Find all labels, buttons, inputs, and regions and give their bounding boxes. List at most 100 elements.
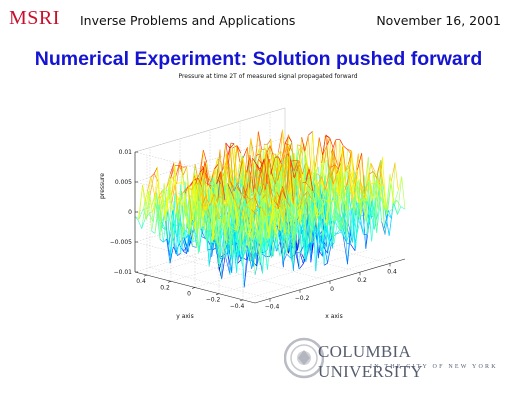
mesh-segment — [318, 216, 322, 252]
mesh-segment — [209, 205, 214, 240]
mesh-segment — [211, 202, 216, 243]
mesh-segment — [326, 225, 332, 247]
mesh-segment — [370, 162, 376, 172]
mesh-segment — [390, 162, 396, 184]
mesh-segment — [297, 172, 302, 199]
mesh-segment — [243, 147, 248, 158]
mesh-segment — [343, 236, 347, 242]
mesh-segment — [298, 263, 304, 270]
mesh-segment — [254, 207, 259, 253]
mesh-segment — [263, 213, 268, 270]
mesh-segment — [343, 236, 348, 265]
mesh-segment — [265, 215, 270, 239]
mesh-segment — [339, 229, 344, 237]
mesh-segment — [233, 176, 239, 185]
mesh-segment — [153, 166, 158, 174]
y-tick-label: 0.4 — [136, 278, 146, 285]
mesh-segment — [284, 234, 290, 236]
mesh-segment — [376, 162, 381, 179]
mesh-segment — [292, 172, 297, 178]
mesh-segment — [150, 176, 156, 198]
mesh-segment — [258, 207, 263, 274]
x-tick-label: −0.4 — [265, 304, 280, 311]
mesh-segment — [398, 176, 402, 191]
mesh-segment — [272, 152, 276, 156]
mesh-segment — [213, 169, 218, 198]
mesh-segment — [304, 221, 310, 258]
mesh-segment — [169, 162, 175, 175]
mesh-segment — [347, 229, 352, 265]
mesh-segment — [202, 196, 207, 227]
mesh-segment — [233, 222, 237, 274]
mesh-segment — [251, 209, 256, 275]
lecture-date: November 16, 2001 — [376, 13, 501, 28]
mesh-segment — [301, 203, 306, 230]
mesh-segment — [272, 176, 277, 185]
mesh-segment — [206, 226, 212, 242]
mesh-segment — [144, 191, 149, 220]
mesh-segment — [329, 189, 335, 244]
y-tick-label: 0 — [187, 291, 191, 298]
mesh-segment — [283, 222, 289, 245]
mesh-segment — [299, 196, 304, 223]
mesh-segment — [303, 216, 308, 264]
mesh-segment — [315, 214, 320, 272]
mesh-segment — [279, 222, 285, 257]
mesh-segment — [297, 188, 302, 220]
mesh-segment — [282, 186, 287, 255]
mesh-segment — [256, 164, 261, 170]
mesh-segment — [194, 177, 199, 181]
mesh-segment — [333, 173, 337, 185]
mesh-segment — [244, 197, 248, 199]
mesh-segment — [149, 211, 153, 214]
mesh-segment — [198, 177, 202, 187]
mesh-segment — [281, 143, 286, 171]
mesh-segment — [243, 186, 247, 204]
mesh-segment — [392, 200, 397, 210]
mesh-segment — [298, 164, 302, 199]
mesh-segment — [195, 172, 201, 183]
mesh-segment — [263, 158, 269, 217]
mesh-segment — [148, 191, 153, 212]
mesh-segment — [325, 189, 331, 223]
mesh-segment — [324, 199, 329, 202]
mesh-segment — [255, 214, 260, 257]
mesh-segment — [376, 184, 381, 233]
mesh-segment — [336, 232, 341, 235]
mesh-segment — [288, 234, 293, 265]
mesh-segment — [368, 182, 372, 242]
mesh-segment — [210, 168, 215, 182]
mesh-segment — [316, 173, 321, 177]
mesh-segment — [314, 183, 320, 189]
mesh-segment — [348, 175, 353, 209]
mesh-segment — [338, 214, 343, 228]
mesh-segment — [152, 192, 157, 212]
mesh-segment — [314, 137, 320, 171]
mesh-segment — [298, 204, 302, 215]
mesh-segment — [160, 214, 166, 232]
mesh-segment — [148, 213, 154, 223]
mesh-segment — [192, 246, 197, 248]
mesh-segment — [146, 195, 151, 220]
mesh-segment — [221, 220, 226, 236]
mesh-segment — [236, 185, 242, 193]
mesh-segment — [303, 205, 309, 254]
mesh-segment — [369, 171, 374, 209]
mesh-segment — [194, 205, 199, 254]
mesh-segment — [248, 209, 252, 248]
mesh-segment — [331, 164, 336, 177]
mesh-segment — [320, 199, 326, 214]
mesh-segment — [393, 203, 398, 215]
mesh-segment — [347, 197, 352, 229]
mesh-segment — [236, 145, 241, 163]
mesh-segment — [192, 232, 197, 242]
mesh-segment — [159, 239, 164, 243]
x-tick-label: 0.4 — [387, 268, 397, 275]
mesh-segment — [235, 212, 241, 231]
mesh-segment — [262, 203, 267, 255]
mesh-segment — [218, 264, 222, 280]
mesh-segment — [224, 235, 230, 242]
mesh-segment — [259, 213, 265, 265]
mesh-segment — [244, 223, 250, 254]
mesh-segment — [365, 174, 370, 222]
